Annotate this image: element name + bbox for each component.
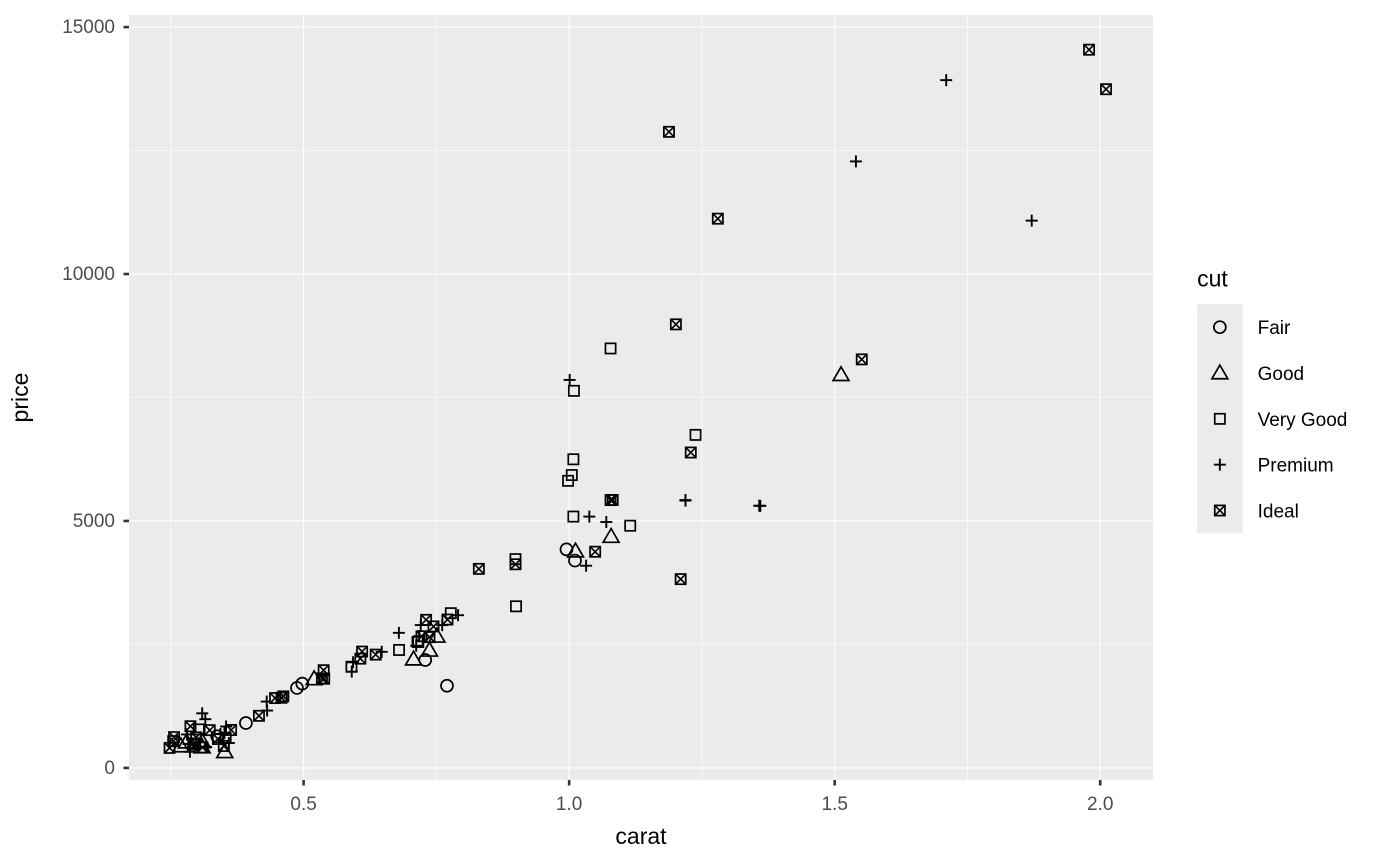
svg-text:1.0: 1.0 <box>556 794 582 815</box>
svg-text:Good: Good <box>1258 364 1304 385</box>
svg-text:15000: 15000 <box>62 17 115 38</box>
svg-text:Ideal: Ideal <box>1258 501 1299 522</box>
svg-text:carat: carat <box>615 823 667 849</box>
svg-text:price: price <box>7 373 33 423</box>
svg-text:10000: 10000 <box>62 264 115 285</box>
svg-text:0: 0 <box>104 758 115 779</box>
svg-text:2.0: 2.0 <box>1087 794 1113 815</box>
svg-text:1.5: 1.5 <box>821 794 847 815</box>
svg-text:5000: 5000 <box>73 511 115 532</box>
svg-text:cut: cut <box>1197 265 1228 291</box>
svg-text:0.5: 0.5 <box>290 794 316 815</box>
svg-text:Very Good: Very Good <box>1258 410 1348 431</box>
svg-text:Fair: Fair <box>1258 318 1291 339</box>
svg-text:Premium: Premium <box>1258 456 1334 477</box>
